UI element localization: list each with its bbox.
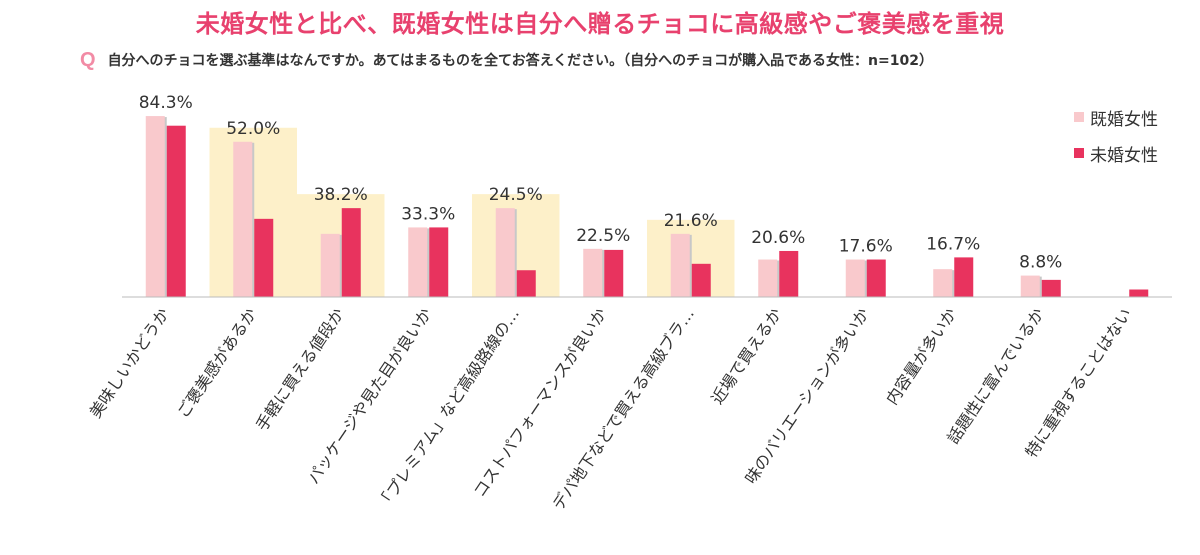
category-label: 手軽に買える値段か bbox=[252, 305, 348, 435]
data-label: 20.6% bbox=[751, 228, 805, 248]
category-label: 美味しいかどうか bbox=[86, 305, 173, 422]
bar-unmarried bbox=[691, 263, 711, 297]
bar-unmarried bbox=[954, 257, 974, 297]
data-label: 17.6% bbox=[839, 237, 893, 257]
legend: 既婚女性 未婚女性 bbox=[1074, 106, 1158, 178]
bar-married bbox=[320, 233, 340, 297]
data-label: 8.8% bbox=[1019, 253, 1062, 273]
bar-married bbox=[495, 208, 515, 297]
bar-married bbox=[670, 233, 690, 297]
bar-married bbox=[583, 248, 603, 297]
bar-married bbox=[145, 116, 165, 297]
bar-married bbox=[1020, 275, 1040, 297]
bar-unmarried bbox=[1041, 279, 1061, 297]
data-label: 84.3% bbox=[139, 93, 193, 113]
legend-label-married: 既婚女性 bbox=[1090, 109, 1158, 130]
bar-unmarried bbox=[779, 250, 799, 297]
legend-swatch-married bbox=[1074, 112, 1084, 122]
bar-unmarried bbox=[516, 270, 536, 297]
bar-married bbox=[758, 259, 778, 297]
data-label: 22.5% bbox=[576, 226, 630, 246]
category-label: デパ地下などで買える高級ブラ… bbox=[549, 305, 699, 514]
legend-swatch-unmarried bbox=[1074, 148, 1084, 158]
data-label: 21.6% bbox=[664, 211, 718, 231]
bar-unmarried bbox=[604, 249, 624, 297]
legend-item-unmarried: 未婚女性 bbox=[1074, 142, 1158, 166]
bar-married bbox=[408, 227, 428, 297]
bars-group bbox=[145, 116, 1149, 298]
data-label: 52.0% bbox=[226, 119, 280, 139]
bar-unmarried bbox=[1129, 289, 1149, 297]
question-text: 自分へのチョコを選ぶ基準はなんですか。あてはまるものを全てお答えください。（自分… bbox=[107, 53, 933, 69]
highlight-group bbox=[209, 127, 735, 297]
data-label: 33.3% bbox=[401, 204, 455, 224]
bar-unmarried bbox=[866, 259, 886, 297]
question-line: Q 自分へのチョコを選ぶ基準はなんですか。あてはまるものを全てお答えください。（… bbox=[80, 48, 933, 72]
chart-headline: 未婚女性と比べ、既婚女性は自分へ贈るチョコに高級感やご褒美感を重視 bbox=[195, 10, 1005, 38]
data-label: 16.7% bbox=[926, 234, 980, 254]
bar-married bbox=[933, 269, 953, 297]
bar-married bbox=[845, 259, 865, 297]
bar-married bbox=[233, 141, 253, 297]
question-marker: Q bbox=[80, 48, 96, 71]
bar-unmarried bbox=[166, 125, 186, 298]
bar-unmarried bbox=[341, 208, 361, 297]
category-label: 近場で買えるか bbox=[707, 305, 785, 408]
bar-unmarried bbox=[254, 218, 274, 297]
legend-label-unmarried: 未婚女性 bbox=[1090, 145, 1158, 166]
data-label: 24.5% bbox=[489, 185, 543, 205]
bar-unmarried bbox=[429, 227, 449, 297]
data-label: 38.2% bbox=[314, 185, 368, 205]
category-label: 内容量が多いか bbox=[882, 305, 960, 408]
legend-item-married: 既婚女性 bbox=[1074, 106, 1158, 130]
category-label: 話題性に富んでいるか bbox=[943, 305, 1048, 448]
category-label: 「プレミアム」など高級路線の… bbox=[374, 305, 523, 514]
category-label: ご褒美感があるか bbox=[173, 305, 260, 422]
